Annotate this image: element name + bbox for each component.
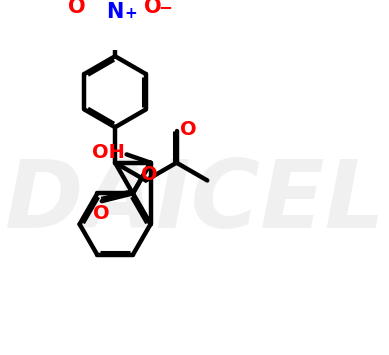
Text: O: O	[180, 120, 196, 139]
Text: O: O	[140, 165, 157, 184]
Text: O: O	[68, 0, 86, 17]
Text: −: −	[158, 0, 172, 16]
Text: OH: OH	[92, 143, 125, 162]
Text: +: +	[124, 6, 137, 21]
Text: N: N	[106, 2, 124, 22]
Text: O: O	[144, 0, 162, 17]
Text: O: O	[93, 204, 110, 224]
Text: DAICEL: DAICEL	[4, 156, 385, 248]
